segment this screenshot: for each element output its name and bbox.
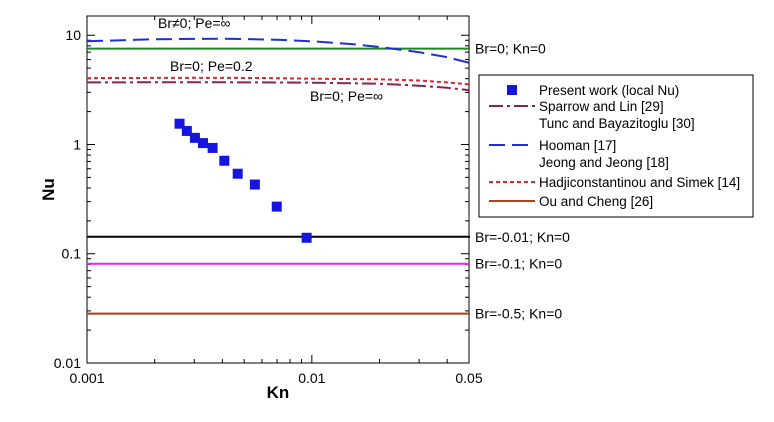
present-work-marker — [301, 232, 312, 243]
series-line — [87, 81, 469, 92]
present-work-marker — [197, 138, 208, 149]
reference-line-label: Br=0; Kn=0 — [475, 41, 546, 57]
legend-label: Present work (local Nu) — [539, 83, 679, 98]
reference-line-label: Br=-0.1; Kn=0 — [475, 256, 562, 272]
present-work-marker — [189, 132, 200, 143]
y-tick-label: 0.1 — [62, 246, 82, 262]
present-work-marker — [174, 118, 185, 129]
plot-frame — [86, 15, 470, 364]
reference-line-label: Br=-0.5; Kn=0 — [475, 306, 562, 322]
series-line — [87, 76, 469, 86]
present-work-marker — [181, 125, 192, 136]
legend-label: Jeong and Jeong [18] — [539, 155, 669, 170]
present-work-marker — [232, 168, 243, 179]
legend-label: Hooman [17] — [539, 138, 616, 153]
annotation-br-ne0: Br≠0; Pe=∞ — [158, 15, 231, 31]
y-tick-label: 10 — [65, 27, 81, 43]
x-axis-title: Kn — [267, 383, 290, 402]
present-work-marker — [219, 155, 230, 166]
annotation-br0-peinf: Br=0; Pe=∞ — [310, 88, 383, 104]
present-work-marker — [271, 201, 282, 212]
y-axis-title: Nu — [39, 178, 58, 201]
series-line — [87, 37, 469, 64]
present-work-marker — [249, 179, 260, 190]
legend-marker-swatch — [507, 85, 517, 95]
x-tick-label: 0.01 — [298, 370, 325, 386]
legend-label: Sparrow and Lin [29] — [539, 99, 664, 114]
annotation-br0-pe02: Br=0; Pe=0.2 — [170, 58, 253, 74]
y-tick-label: 0.01 — [54, 355, 81, 371]
x-tick-label: 0.001 — [69, 370, 104, 386]
legend-label: Tunc and Bayazitoglu [30] — [539, 116, 695, 131]
x-tick-label: 0.05 — [455, 370, 482, 386]
y-tick-label: 1 — [73, 136, 81, 152]
reference-line-label: Br=-0.01; Kn=0 — [475, 229, 570, 245]
present-work-marker — [207, 142, 218, 153]
legend-label: Hadjiconstantinou and Simek [14] — [539, 175, 740, 190]
legend-label: Ou and Cheng [26] — [539, 194, 653, 209]
curves-group — [87, 37, 469, 92]
